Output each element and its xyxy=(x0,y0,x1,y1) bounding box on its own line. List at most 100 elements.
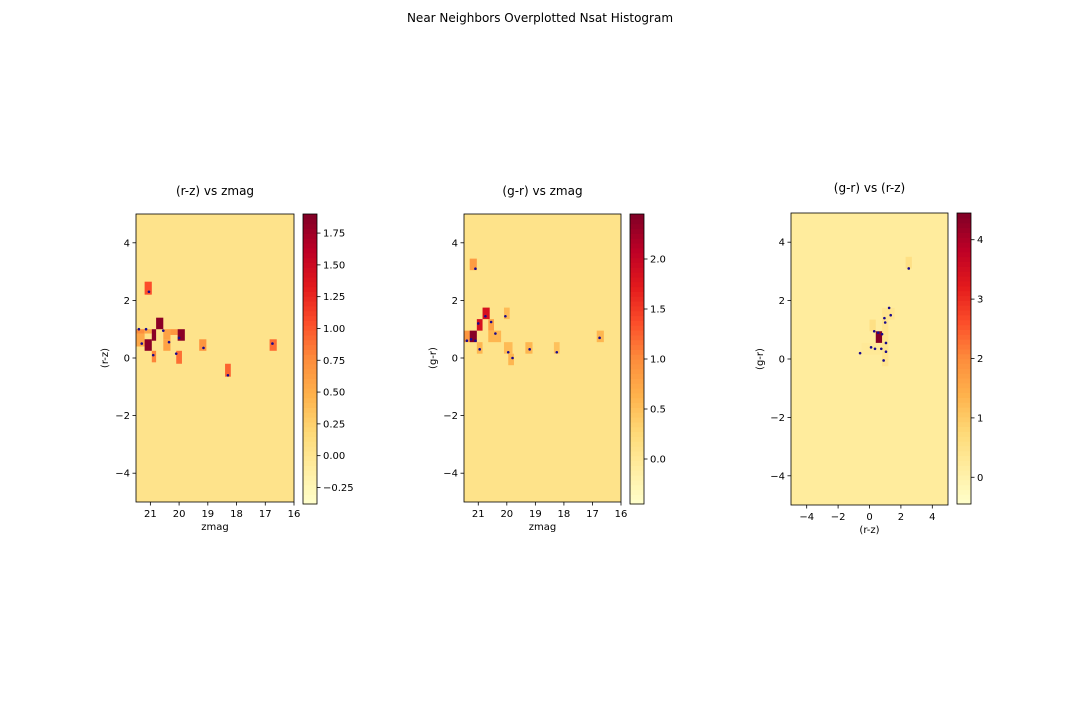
data-point xyxy=(484,314,487,318)
colorbar-segment xyxy=(957,411,971,418)
colorbar-segment xyxy=(957,474,971,481)
heatmap-cell xyxy=(269,339,277,351)
colorbar-tick-label: 0.75 xyxy=(323,356,345,367)
colorbar-segment xyxy=(630,272,644,278)
colorbar-segment xyxy=(303,238,317,244)
colorbar-segment xyxy=(630,475,644,481)
colorbar-segment xyxy=(630,223,644,230)
data-point xyxy=(883,316,886,320)
data-point xyxy=(858,351,862,355)
colorbar-segment xyxy=(630,494,644,500)
colorbar-segment xyxy=(303,233,317,239)
heatmap-cell xyxy=(144,339,152,351)
colorbar-segment xyxy=(630,305,644,312)
heatmap-cell xyxy=(464,330,470,343)
x-tick-label: 2 xyxy=(898,512,904,523)
colorbar-segment xyxy=(303,426,317,433)
colorbar-segment xyxy=(303,344,317,350)
colorbar-segment xyxy=(303,431,317,437)
colorbar-segment xyxy=(957,295,971,301)
colorbar-tick-label: 1.0 xyxy=(650,355,666,366)
colorbar-segment xyxy=(303,330,317,336)
data-point xyxy=(555,350,559,354)
colorbar-segment xyxy=(303,272,317,278)
heatmap-cell xyxy=(170,329,178,335)
data-point xyxy=(474,267,477,271)
colorbar-segment xyxy=(630,238,644,244)
colorbar-segment xyxy=(303,383,317,389)
colorbar-segment xyxy=(303,214,317,220)
heatmap-cell xyxy=(144,329,152,334)
colorbar-segment xyxy=(957,402,971,408)
x-tick-label: 18 xyxy=(230,509,243,520)
data-point xyxy=(889,313,892,317)
y-tick-label: 0 xyxy=(124,354,130,365)
colorbar-segment xyxy=(303,446,317,452)
colorbar-segment xyxy=(630,470,644,476)
colorbar-segment xyxy=(630,465,644,471)
colorbar-segment xyxy=(630,334,644,341)
colorbar-segment xyxy=(957,300,971,306)
colorbar-segment xyxy=(303,315,317,321)
colorbar-segment xyxy=(303,455,317,462)
data-point xyxy=(887,306,891,310)
colorbar-segment xyxy=(630,354,644,360)
data-point xyxy=(137,327,141,331)
colorbar-segment xyxy=(957,382,971,389)
x-tick-label: 0 xyxy=(866,512,872,523)
colorbar-segment xyxy=(303,257,317,263)
colorbar-segment xyxy=(630,218,644,225)
x-tick-label: 19 xyxy=(201,509,214,520)
colorbar-tick-label: 1.5 xyxy=(650,305,666,316)
y-axis-label: (g-r) xyxy=(755,348,766,370)
x-tick-label: 16 xyxy=(615,509,628,520)
data-point xyxy=(202,346,205,350)
data-point xyxy=(177,336,181,340)
heatmap-cell xyxy=(488,330,502,343)
colorbar-segment xyxy=(303,450,317,457)
colorbar-segment xyxy=(630,281,644,288)
colorbar-segment xyxy=(957,319,971,326)
colorbar-segment xyxy=(957,455,971,461)
colorbar-segment xyxy=(957,440,971,447)
x-tick-label: 4 xyxy=(929,512,935,523)
colorbar-segment xyxy=(957,237,971,243)
colorbar-segment xyxy=(303,397,317,404)
colorbar-segment xyxy=(957,436,971,442)
colorbar-segment xyxy=(957,217,971,224)
x-tick-label: 17 xyxy=(259,509,272,520)
colorbar-segment xyxy=(630,455,644,462)
colorbar-segment xyxy=(303,499,317,505)
heatmap-cell xyxy=(869,319,876,332)
colorbar-segment xyxy=(957,416,971,423)
data-point xyxy=(271,342,274,345)
colorbar-segment xyxy=(957,334,971,340)
heatmap-cell xyxy=(503,342,513,354)
colorbar-segment xyxy=(957,251,971,258)
colorbar-segment xyxy=(303,441,317,447)
colorbar-segment xyxy=(303,281,317,288)
colorbar-segment xyxy=(303,247,317,254)
colorbar-segment xyxy=(957,242,971,248)
colorbar-segment xyxy=(957,285,971,292)
colorbar-segment xyxy=(630,247,644,254)
colorbar-segment xyxy=(303,479,317,486)
y-tick-label: 2 xyxy=(452,296,458,307)
colorbar-segment xyxy=(957,397,971,403)
colorbar-segment xyxy=(630,267,644,273)
colorbar-segment xyxy=(957,470,971,476)
colorbar-segment xyxy=(630,310,644,317)
colorbar-segment xyxy=(630,402,644,408)
x-tick-label: 20 xyxy=(500,509,513,520)
colorbar-segment xyxy=(957,479,971,486)
colorbar-segment xyxy=(303,378,317,384)
heatmap-cell xyxy=(503,307,510,320)
colorbar-segment xyxy=(630,450,644,457)
colorbar-segment xyxy=(630,378,644,384)
colorbar-segment xyxy=(303,475,317,481)
data-point xyxy=(144,327,148,331)
colorbar-segment xyxy=(957,353,971,360)
colorbar-segment xyxy=(630,460,644,466)
colorbar-segment xyxy=(957,339,971,345)
